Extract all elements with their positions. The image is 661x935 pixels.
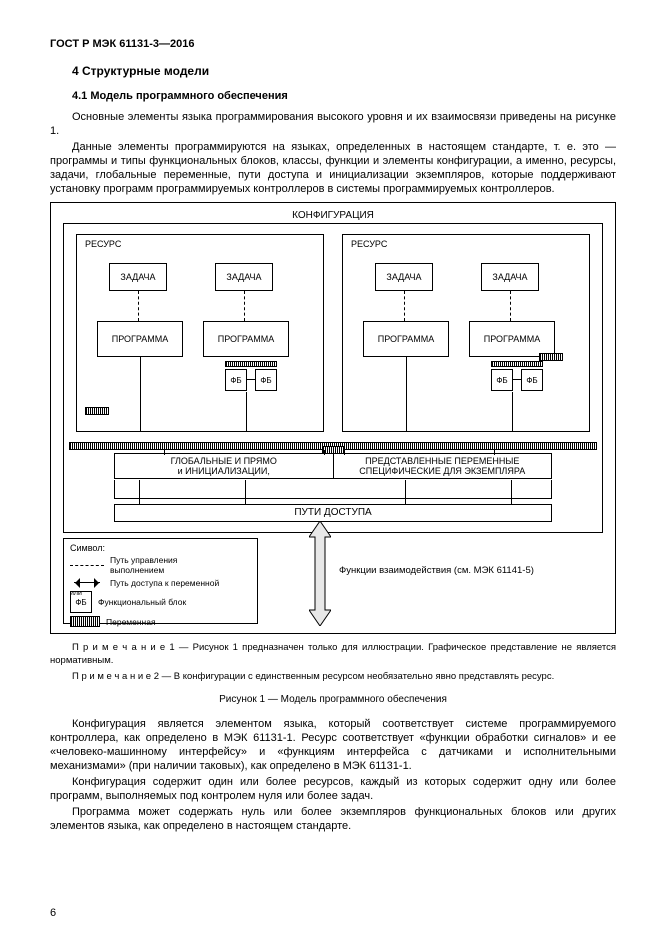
- para-2: Данные элементы программируются на языка…: [50, 140, 616, 196]
- sym-exec-path: Путь управления выполнением: [110, 556, 177, 575]
- fb-bar: [225, 361, 277, 367]
- task-box: ЗАДАЧА: [375, 263, 433, 291]
- connector: [406, 357, 407, 431]
- connector: [246, 392, 247, 431]
- var-symbol: [85, 407, 109, 415]
- dash-line: [404, 291, 405, 321]
- connector: [405, 480, 406, 504]
- connector: [245, 480, 246, 504]
- task-box: ЗАДАЧА: [481, 263, 539, 291]
- fb-box: ФБ: [521, 369, 543, 391]
- fb-box: ФБ: [225, 369, 247, 391]
- para-3: Конфигурация является элементом языка, к…: [50, 717, 616, 773]
- connector: [140, 357, 141, 431]
- connector: [139, 480, 140, 504]
- connector: [511, 480, 512, 504]
- paths-box: ПУТИ ДОСТУПА: [114, 504, 552, 522]
- arrow-icon: [70, 578, 104, 588]
- symbol-title: Символ:: [70, 543, 251, 553]
- para-1: Основные элементы языка программирования…: [50, 110, 616, 138]
- var-icon: [70, 616, 100, 627]
- config-box: РЕСУРС ЗАДАЧА ЗАДАЧА ПРОГРАММА ПРОГРАММА…: [63, 223, 603, 533]
- sym-var-path: Путь доступа к переменной: [110, 578, 219, 588]
- note-2: П р и м е ч а н и е 2 — В конфигурации с…: [50, 671, 616, 683]
- resource-label: РЕСУРС: [351, 239, 387, 249]
- task-box: ЗАДАЧА: [215, 263, 273, 291]
- connector: [344, 450, 345, 455]
- globals-left: ГЛОБАЛЬНЫЕ И ПРЯМО и ИНИЦИАЛИЗАЦИИ,: [115, 454, 334, 478]
- page-number: 6: [50, 907, 56, 919]
- fb-box: ФБ: [491, 369, 513, 391]
- interaction-label: Функции взаимодействия (см. МЭК 61141-5): [339, 565, 534, 576]
- connector: [164, 450, 165, 455]
- connector: [513, 379, 522, 380]
- globals-right: ПРЕДСТАВЛЕННЫЕ ПЕРЕМЕННЫЕ СПЕЦИФИЧЕСКИЕ …: [334, 454, 552, 478]
- program-box: ПРОГРАММА: [363, 321, 449, 357]
- connector-line: [114, 498, 552, 499]
- interaction-arrow: [309, 521, 331, 626]
- connector: [551, 480, 552, 498]
- dash-line: [510, 291, 511, 321]
- sym-fb-label: Функциональный блок: [98, 597, 186, 607]
- config-label: КОНФИГУРАЦИЯ: [51, 210, 615, 221]
- dash-line: [138, 291, 139, 321]
- var-symbol: [539, 353, 563, 361]
- program-box: ПРОГРАММА: [203, 321, 289, 357]
- fb-bar: [491, 361, 543, 367]
- sym-var-label: Переменная: [106, 617, 156, 627]
- globals-box: ГЛОБАЛЬНЫЕ И ПРЯМО и ИНИЦИАЛИЗАЦИИ, ПРЕД…: [114, 453, 552, 479]
- figure-1-diagram: КОНФИГУРАЦИЯ РЕСУРС ЗАДАЧА ЗАДАЧА ПРОГРА…: [50, 202, 616, 634]
- dash-line: [244, 291, 245, 321]
- connector: [247, 379, 256, 380]
- doc-code: ГОСТ Р МЭК 61131-3—2016: [50, 38, 616, 50]
- resource-box-right: РЕСУРС ЗАДАЧА ЗАДАЧА ПРОГРАММА ПРОГРАММА…: [342, 234, 590, 432]
- fb-box: ФБ: [255, 369, 277, 391]
- connector: [512, 392, 513, 431]
- program-box: ПРОГРАММА: [97, 321, 183, 357]
- connector: [114, 480, 115, 498]
- ili-label: или: [70, 590, 82, 597]
- resource-label: РЕСУРС: [85, 239, 121, 249]
- para-5: Программа может содержать нуль или более…: [50, 805, 616, 833]
- resource-box-left: РЕСУРС ЗАДАЧА ЗАДАЧА ПРОГРАММА ПРОГРАММА…: [76, 234, 324, 432]
- note-1: П р и м е ч а н и е 1 — Рисунок 1 предна…: [50, 642, 616, 667]
- figure-caption: Рисунок 1 — Модель программного обеспече…: [50, 694, 616, 705]
- connector: [324, 450, 325, 455]
- dash-icon: [70, 565, 104, 566]
- symbol-legend: Символ: Путь управления выполнением Путь…: [63, 538, 258, 624]
- para-4: Конфигурация содержит один или более рес…: [50, 775, 616, 803]
- program-box: ПРОГРАММА: [469, 321, 555, 357]
- task-box: ЗАДАЧА: [109, 263, 167, 291]
- heading-4-1: 4.1 Модель программного обеспечения: [72, 90, 616, 102]
- heading-4: 4 Структурные модели: [72, 64, 616, 78]
- connector: [494, 450, 495, 455]
